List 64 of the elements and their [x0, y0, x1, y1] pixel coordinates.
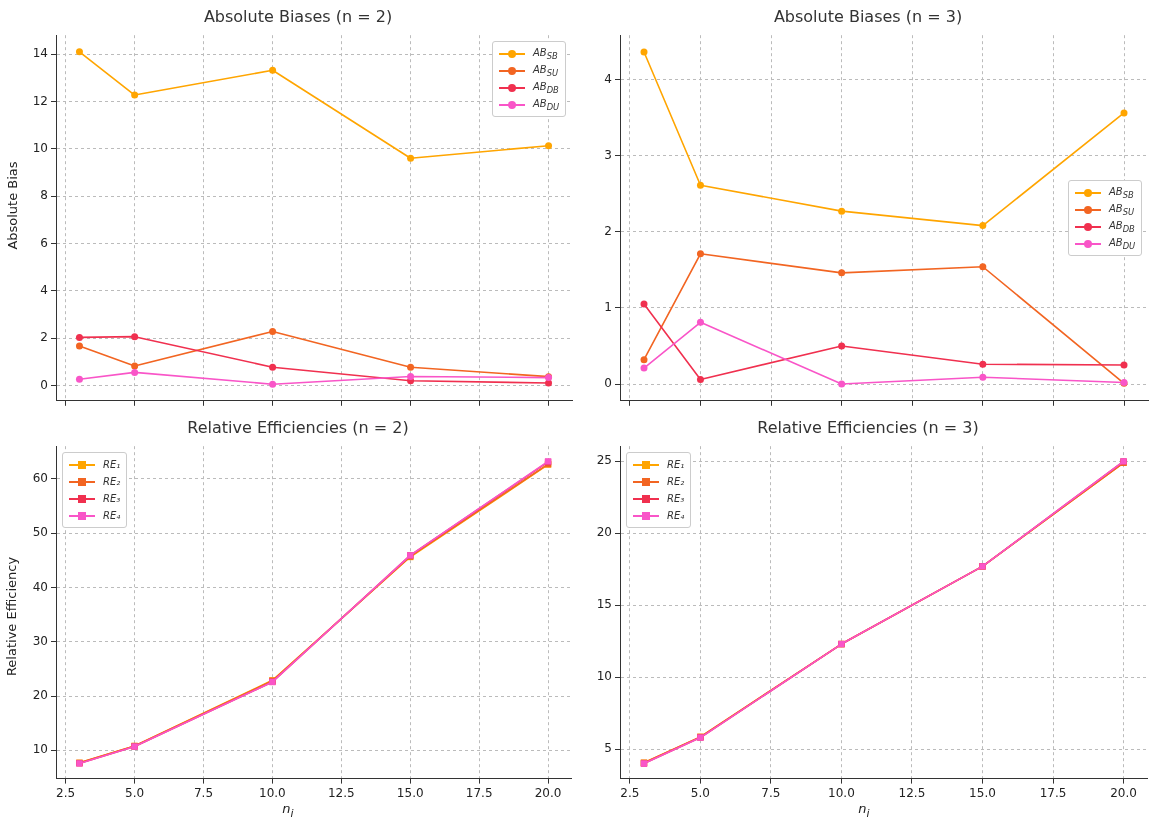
legend-label: RE₁ [103, 459, 121, 471]
x-tick-label: 20.0 [534, 785, 562, 800]
legend-label: RE₁ [667, 459, 685, 471]
x-tick-label: 7.5 [193, 785, 214, 800]
legend-label: RE₂ [667, 476, 685, 488]
x-tick-label: 15.0 [396, 785, 424, 800]
chart-title: Absolute Biases (n = 2) [203, 6, 393, 26]
x-tick-label: 2.5 [620, 785, 640, 800]
y-tick-label: 10 [32, 140, 48, 155]
legend-label: AB$_{SU}$ [533, 63, 559, 78]
x-tick-label: 15.0 [969, 785, 996, 800]
legend-label: AB$_{SU}$ [1109, 202, 1135, 217]
y-tick-label: 6 [40, 235, 48, 250]
y-tick-label: 25 [596, 453, 612, 468]
x-tick-label: 10.0 [828, 785, 855, 800]
y-tick-label: 4 [604, 71, 612, 86]
y-tick-label: 10 [32, 742, 48, 757]
legend-label: AB$_{DU}$ [1109, 236, 1136, 251]
y-tick-label: 5 [604, 741, 612, 756]
legend-label: RE₃ [667, 493, 685, 505]
legend-label: AB$_{DB}$ [533, 80, 559, 95]
x-axis-title: n$_{i}$ [281, 801, 295, 820]
y-tick-label: 15 [596, 597, 612, 612]
y-tick-label: 3 [604, 147, 612, 162]
y-tick-label: 60 [32, 470, 48, 485]
y-tick-label: 50 [32, 525, 48, 540]
y-tick-label: 20 [32, 688, 48, 703]
x-tick-label: 7.5 [761, 785, 781, 800]
chart-title: Absolute Biases (n = 3) [773, 6, 963, 26]
x-tick-label: 20.0 [1110, 785, 1137, 800]
legend-label: AB$_{DU}$ [533, 97, 560, 112]
x-tick-label: 12.5 [327, 785, 355, 800]
y-tick-label: 4 [40, 282, 48, 297]
y-tick-label: 30 [32, 633, 48, 648]
y-tick-label: 2 [604, 223, 612, 238]
chart-title: Relative Efficiencies (n = 2) [187, 417, 409, 437]
y-tick-label: 14 [32, 46, 48, 61]
y-axis-title: Relative Efficiency [4, 556, 20, 677]
legend-label: RE₄ [103, 510, 121, 522]
chart-title: Relative Efficiencies (n = 3) [757, 417, 979, 437]
legend-label: AB$_{DB}$ [1109, 219, 1135, 234]
legend-label: AB$_{SB}$ [533, 46, 558, 61]
y-tick-label: 40 [32, 579, 48, 594]
y-tick-label: 10 [596, 669, 612, 684]
y-tick-label: 1 [604, 300, 612, 314]
x-tick-label: 5.0 [125, 785, 145, 800]
y-tick-label: 12 [32, 93, 48, 108]
y-tick-label: 0 [40, 377, 48, 392]
x-axis-title: n$_{i}$ [857, 801, 871, 820]
legend-label: RE₂ [103, 476, 121, 488]
x-tick-label: 5.0 [690, 785, 710, 800]
y-axis-title: Absolute Bias [4, 161, 20, 250]
x-tick-label: 17.5 [1039, 785, 1067, 800]
x-tick-label: 12.5 [898, 785, 926, 800]
x-tick-label: 17.5 [465, 785, 493, 800]
y-tick-label: 8 [40, 188, 48, 203]
legend-label: AB$_{SB}$ [1109, 185, 1134, 200]
legend-label: RE₄ [667, 510, 685, 522]
x-tick-label: 10.0 [259, 785, 286, 800]
y-tick-label: 0 [604, 376, 612, 391]
x-tick-label: 2.5 [56, 785, 76, 800]
legend-label: RE₃ [103, 493, 121, 505]
y-tick-label: 20 [596, 525, 612, 540]
y-tick-label: 2 [40, 330, 48, 345]
